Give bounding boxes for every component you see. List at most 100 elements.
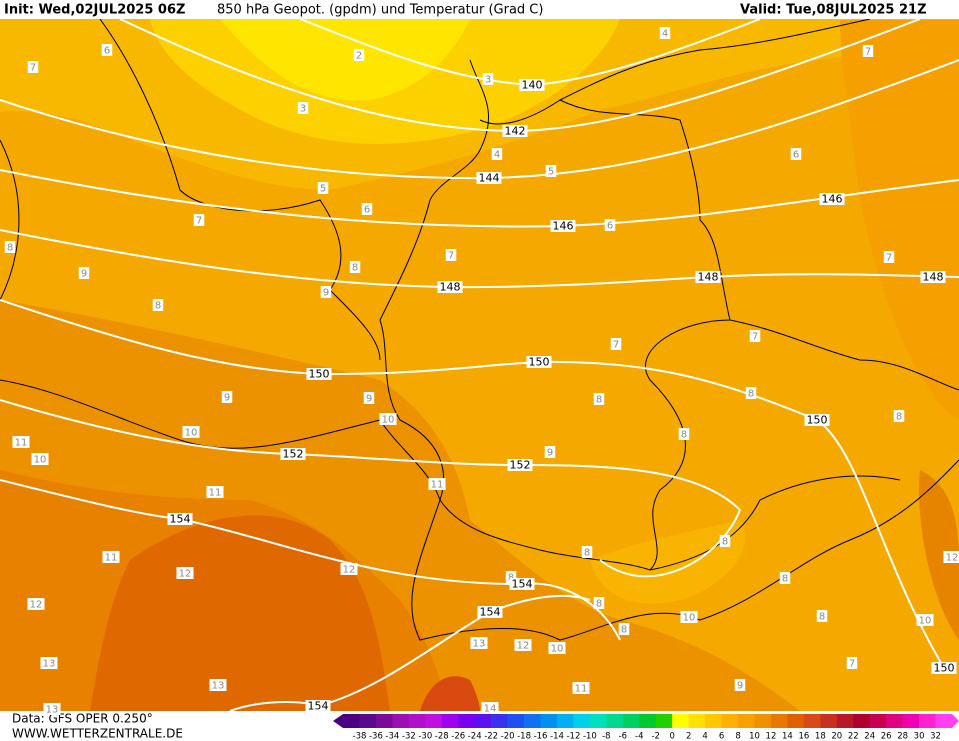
temperature-label: 8 <box>621 625 627 636</box>
temperature-label-box <box>505 571 517 583</box>
france-border <box>0 379 441 501</box>
header-bg <box>0 0 959 19</box>
geopotential-label-box <box>695 271 721 283</box>
colorbar-cell <box>359 714 377 728</box>
colorbar-label: 20 <box>831 732 842 741</box>
colorbar-cell <box>738 714 755 728</box>
colorbar-cell <box>524 714 541 728</box>
temperature-label-box <box>745 387 757 399</box>
temperature-label: 3 <box>300 104 306 115</box>
colorbar-label: -22 <box>484 732 498 741</box>
colorbar-cell <box>688 714 706 728</box>
colorbar-cell <box>622 714 640 728</box>
temperature-label: 7 <box>849 659 855 670</box>
temperature-label-box <box>12 436 30 448</box>
temperature-label: 10 <box>919 616 932 627</box>
temperature-label: 7 <box>865 47 871 58</box>
temperature-label-box <box>734 679 746 691</box>
colorbar-cell <box>853 714 871 728</box>
temperature-label: 8 <box>748 389 754 400</box>
temperature-label-box <box>916 614 934 626</box>
temperature-label: 13 <box>46 705 59 716</box>
colorbar-cell <box>803 714 821 728</box>
colorbar-cell <box>507 714 525 728</box>
temperature-label: 8 <box>155 301 161 312</box>
temperature-label-box <box>101 44 113 56</box>
colorbar-label: -12 <box>566 732 580 741</box>
temperature-label: 9 <box>737 681 743 692</box>
temperature-label: 10 <box>551 644 564 655</box>
temperature-label: 9 <box>547 448 553 459</box>
colorbar-cell <box>672 714 689 728</box>
temperature-label-box <box>610 338 622 350</box>
colorbar-cell <box>787 714 805 728</box>
geopotential-label: 152 <box>283 448 304 461</box>
geopotential-label-box <box>280 448 306 460</box>
temperature-label-box <box>790 148 802 160</box>
temperature-label: 8 <box>596 599 602 610</box>
temperature-label: 13 <box>473 639 486 650</box>
colorbar-label: -20 <box>501 732 515 741</box>
geopotential-label: 150 <box>309 368 330 381</box>
geopotential-label: 154 <box>480 606 501 619</box>
temperature-label-box <box>193 214 205 226</box>
germany-border <box>379 59 731 571</box>
temperature-label: 9 <box>323 288 329 299</box>
colorbar-label: -8 <box>602 732 610 741</box>
temperature-label-box <box>209 679 227 691</box>
colorbar-label: 4 <box>702 732 707 741</box>
temperature-label-box <box>363 392 375 404</box>
temperature-label: 8 <box>596 395 602 406</box>
temperature-label-box <box>548 642 566 654</box>
colorbar-label: 30 <box>914 732 925 741</box>
geopotential-label-box <box>167 513 193 525</box>
temperature-label-box <box>349 261 361 273</box>
temperature-label: 3 <box>485 75 491 86</box>
labels: 6 7 2 3 4 3 7 4 5 6 5 6 7 6 8 7 7 8 9 9 8 7 7 8 9 9 8 8 10 10 8 11 10 9 11… <box>4 27 959 716</box>
geopotential-label: 142 <box>505 125 526 138</box>
colorbar-cell <box>836 714 854 728</box>
temperature-label: 7 <box>752 332 758 343</box>
temperature-label-box <box>152 299 164 311</box>
temperature-label-box <box>581 546 593 558</box>
temperature-label-box <box>481 702 499 714</box>
temperature-label: 10 <box>185 428 198 439</box>
temperature-label-box <box>545 165 557 177</box>
colorbar-cell <box>770 714 788 728</box>
temperature-label-box <box>428 478 446 490</box>
colorbar-cell <box>425 714 443 728</box>
geopotential-label-box <box>502 125 528 137</box>
colorbar-label: -30 <box>418 732 432 741</box>
temperature-label: 5 <box>320 184 326 195</box>
temperature-label: 11 <box>15 438 28 449</box>
temperature-label-box <box>779 572 791 584</box>
temperature-label-box <box>846 657 858 669</box>
colorbar-label: 16 <box>798 732 809 741</box>
temperature-label: 6 <box>607 221 613 232</box>
temperature-label: 11 <box>209 488 222 499</box>
colorbar-cell <box>655 714 673 728</box>
temperature-label-box <box>206 486 224 498</box>
colorbar-cell <box>556 714 574 728</box>
colorbar-label: -4 <box>635 732 643 741</box>
temperature-label-box <box>943 551 959 563</box>
coastline <box>99 19 381 361</box>
temperature-label-box <box>27 61 39 73</box>
field-orange-deep <box>90 515 390 711</box>
temperature-label: 8 <box>7 243 13 254</box>
colorbar-label: -34 <box>385 732 399 741</box>
temperature-label-box <box>680 611 698 623</box>
temperature-label-box <box>618 623 630 635</box>
geopotential-label-box <box>550 220 576 232</box>
poland-czech-border <box>729 319 959 391</box>
temperature-label: 8 <box>782 574 788 585</box>
temperature-label: 8 <box>584 548 590 559</box>
colorbar-label: 28 <box>897 732 908 741</box>
isohypse <box>229 594 591 711</box>
colorbar-label: 0 <box>669 732 674 741</box>
map-field <box>0 19 959 711</box>
geopotential-label: 148 <box>698 271 719 284</box>
colorbar-cell <box>343 714 360 728</box>
temperature-label: 11 <box>105 553 118 564</box>
geopotential-label-box <box>306 368 332 380</box>
